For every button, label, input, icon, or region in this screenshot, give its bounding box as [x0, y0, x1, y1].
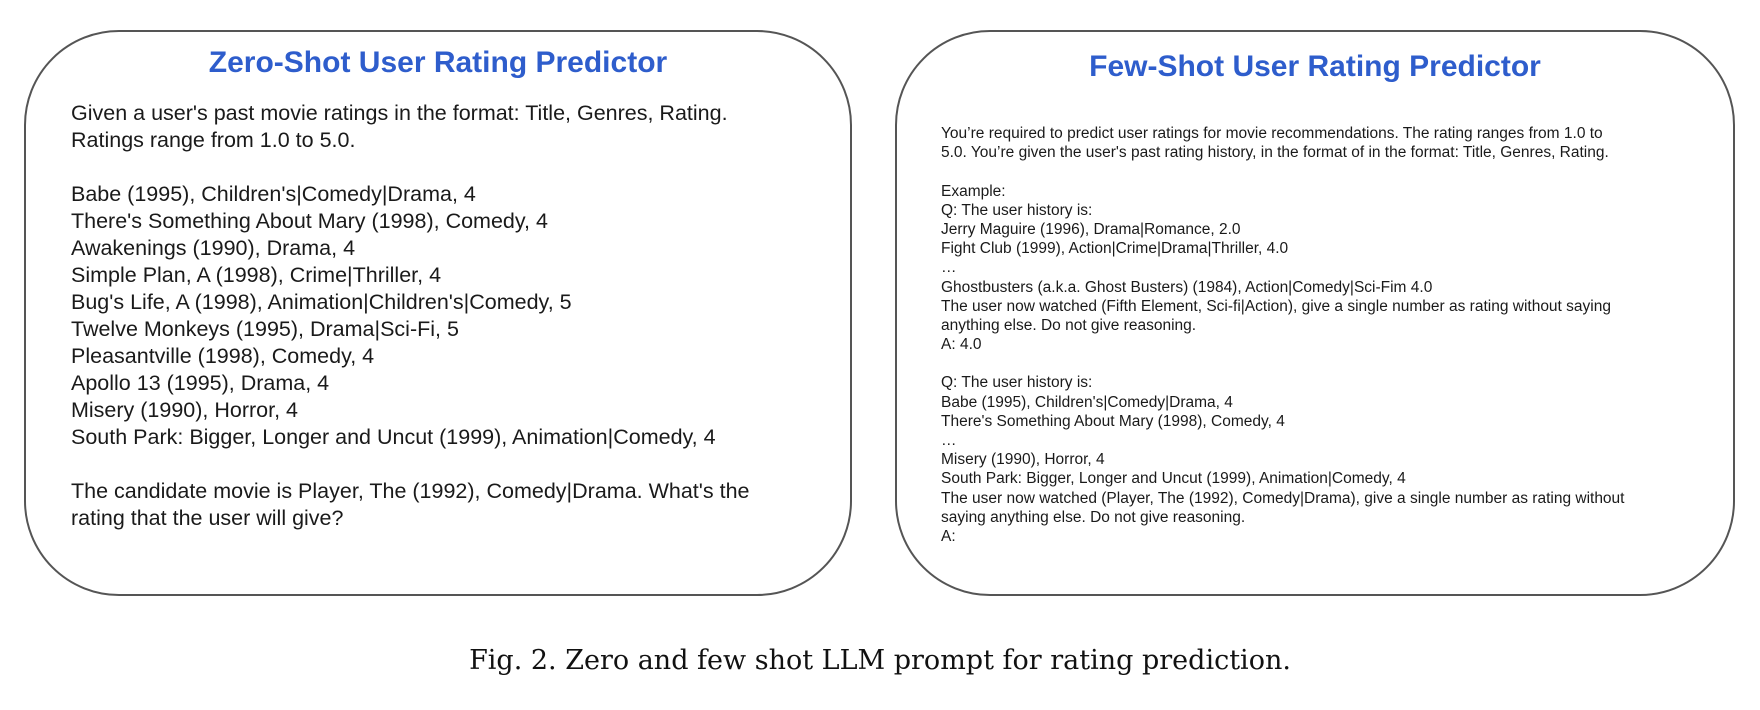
prompt-line — [941, 162, 1624, 181]
prompt-line: A: 4.0 — [941, 336, 982, 354]
few-shot-title: Few-Shot User Rating Predictor — [1089, 50, 1541, 83]
few-shot-panel: Few-Shot User Rating Predictor You’re re… — [895, 30, 1735, 596]
zero-shot-prompt-text: Given a user's past movie ratings in the… — [71, 100, 750, 532]
prompt-line: Awakenings (1990), Drama, 4 — [71, 236, 356, 260]
prompt-line: Babe (1995), Children's|Comedy|Drama, 4 — [71, 182, 476, 206]
figure-caption: Fig. 2. Zero and few shot LLM prompt for… — [469, 645, 1291, 676]
prompt-line — [941, 354, 1624, 373]
prompt-line — [71, 154, 750, 181]
prompt-line — [71, 451, 750, 478]
prompt-line: Given a user's past movie ratings in the… — [71, 101, 728, 125]
prompt-line: rating that the user will give? — [71, 506, 344, 530]
prompt-line: saying anything else. Do not give reason… — [941, 508, 1246, 526]
zero-shot-panel: Zero-Shot User Rating Predictor Given a … — [24, 30, 852, 596]
prompt-line: There's Something About Mary (1998), Com… — [941, 412, 1285, 430]
prompt-line: South Park: Bigger, Longer and Uncut (19… — [71, 425, 716, 449]
prompt-line: Apollo 13 (1995), Drama, 4 — [71, 371, 330, 395]
zero-shot-title: Zero-Shot User Rating Predictor — [208, 46, 668, 79]
prompt-line: You’re required to predict user ratings … — [941, 125, 1603, 142]
prompt-line: Jerry Maguire (1996), Drama|Romance, 2.0 — [941, 220, 1241, 238]
prompt-line: Simple Plan, A (1998), Crime|Thriller, 4 — [71, 263, 442, 287]
prompt-line: … — [941, 259, 957, 277]
prompt-line: Example: — [941, 182, 1006, 200]
prompt-line: The user now watched (Player, The (1992)… — [941, 489, 1625, 507]
prompt-line: anything else. Do not give reasoning. — [941, 316, 1197, 334]
prompt-line: The candidate movie is Player, The (1992… — [71, 479, 750, 503]
prompt-line: Bug's Life, A (1998), Animation|Children… — [71, 290, 572, 314]
prompt-line: The user now watched (Fifth Element, Sci… — [941, 297, 1611, 315]
prompt-line: … — [941, 432, 957, 449]
prompt-line: South Park: Bigger, Longer and Uncut (19… — [941, 470, 1406, 488]
prompt-line: A: — [941, 527, 956, 545]
prompt-line: Misery (1990), Horror, 4 — [941, 451, 1105, 469]
prompt-line: Babe (1995), Children's|Comedy|Drama, 4 — [941, 393, 1233, 411]
prompt-line: 5.0. You’re given the user's past rating… — [941, 144, 1609, 162]
prompt-line: Q: The user history is: — [941, 201, 1093, 219]
prompt-line: Pleasantville (1998), Comedy, 4 — [71, 344, 375, 368]
prompt-line: There's Something About Mary (1998), Com… — [71, 209, 548, 233]
prompt-line: Ghostbusters (a.k.a. Ghost Busters) (198… — [941, 278, 1433, 296]
prompt-line: Ratings range from 1.0 to 5.0. — [71, 128, 356, 152]
few-shot-prompt-text: You’re required to predict user ratings … — [941, 124, 1624, 546]
prompt-line: Q: The user history is: — [941, 374, 1093, 392]
prompt-line: Twelve Monkeys (1995), Drama|Sci-Fi, 5 — [71, 317, 459, 341]
prompt-line: Misery (1990), Horror, 4 — [71, 398, 299, 422]
prompt-line: Fight Club (1999), Action|Crime|Drama|Th… — [941, 240, 1289, 258]
